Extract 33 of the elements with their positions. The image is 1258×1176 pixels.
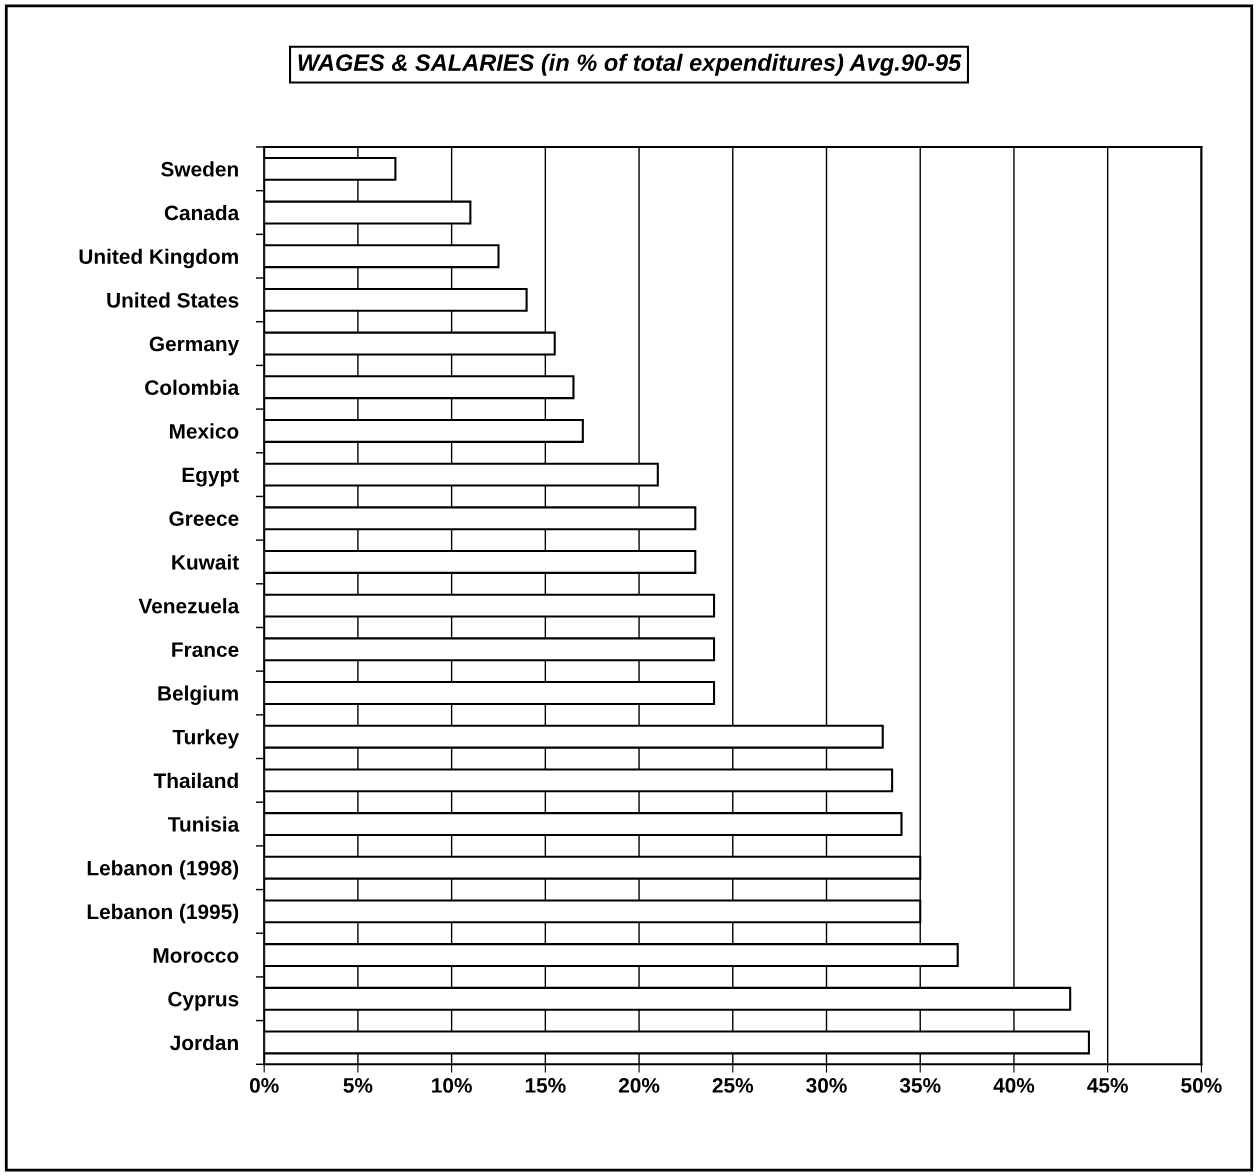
y-tick-label: Tunisia bbox=[168, 816, 240, 832]
y-tick-label: Belgium bbox=[158, 685, 238, 705]
y-tick-label: Venezuela bbox=[138, 598, 240, 614]
y-tick-label: Sweden bbox=[161, 161, 238, 177]
x-tick-label: 0% bbox=[249, 1078, 279, 1093]
x-tick-label: 30% bbox=[806, 1078, 847, 1093]
y-tick-label: Germany bbox=[149, 336, 240, 356]
x-tick-label: 25% bbox=[712, 1078, 754, 1093]
y-tick-label: Thailand bbox=[153, 772, 238, 789]
y-tick-label: Mexico bbox=[169, 423, 239, 439]
y-tick-label: Morocco bbox=[153, 948, 239, 963]
x-tick-label: 15% bbox=[525, 1078, 566, 1093]
y-tick-label: Lebanon (1995) bbox=[87, 903, 239, 924]
y-tick-label: Greece bbox=[169, 511, 239, 527]
x-tick-label: 5% bbox=[343, 1078, 373, 1093]
y-tick-label: France bbox=[172, 642, 239, 658]
y-tick-label: Turkey bbox=[172, 729, 240, 749]
y-tick-label: Cyprus bbox=[168, 991, 239, 1011]
x-tick-label: 45% bbox=[1087, 1078, 1128, 1093]
x-tick-label: 10% bbox=[432, 1078, 472, 1093]
y-tick-label: Jordan bbox=[170, 1034, 238, 1051]
y-tick-label: Lebanon (1998) bbox=[87, 860, 239, 880]
y-tick-label: Kuwait bbox=[172, 554, 239, 570]
y-tick-label: Egypt bbox=[182, 467, 239, 487]
x-tick-label: 20% bbox=[618, 1078, 660, 1093]
x-tick-label: 35% bbox=[899, 1078, 941, 1093]
x-tick-label: 50% bbox=[1181, 1078, 1222, 1093]
y-tick-label: United States bbox=[107, 292, 239, 308]
x-tick-label: 40% bbox=[993, 1078, 1035, 1093]
chart-title: WAGES & SALARIES (in % of total expenditures) Avg.90-95 bbox=[298, 53, 962, 76]
y-tick-label: United Kingdom bbox=[79, 248, 238, 269]
y-tick-label: Canada bbox=[164, 204, 240, 221]
y-tick-label: Colombia bbox=[145, 379, 240, 395]
